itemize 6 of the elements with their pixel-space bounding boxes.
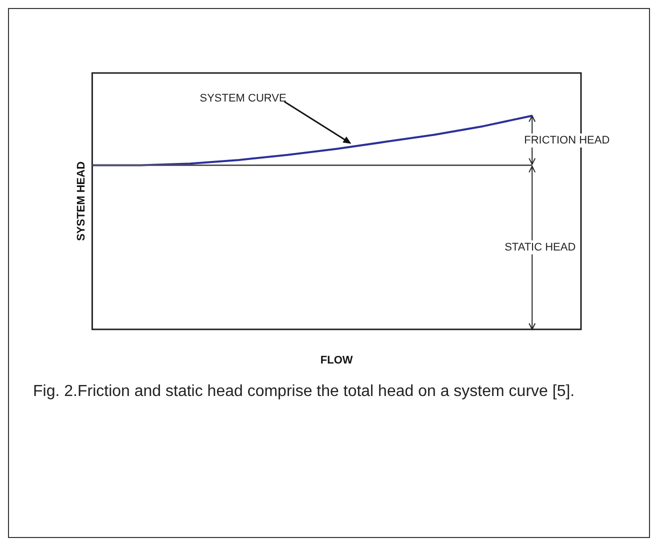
y-axis-title: SYSTEM HEAD: [76, 161, 88, 241]
text: SYSTEM CURVE: [200, 92, 286, 105]
x-axis-title: FLOW: [320, 354, 354, 366]
annotation: STATIC HEAD: [504, 241, 576, 254]
annotation: FRICTION HEAD: [524, 134, 610, 147]
caption: Fig. 2.Friction and static head comprise the total head on a system curve [5].: [33, 382, 576, 402]
